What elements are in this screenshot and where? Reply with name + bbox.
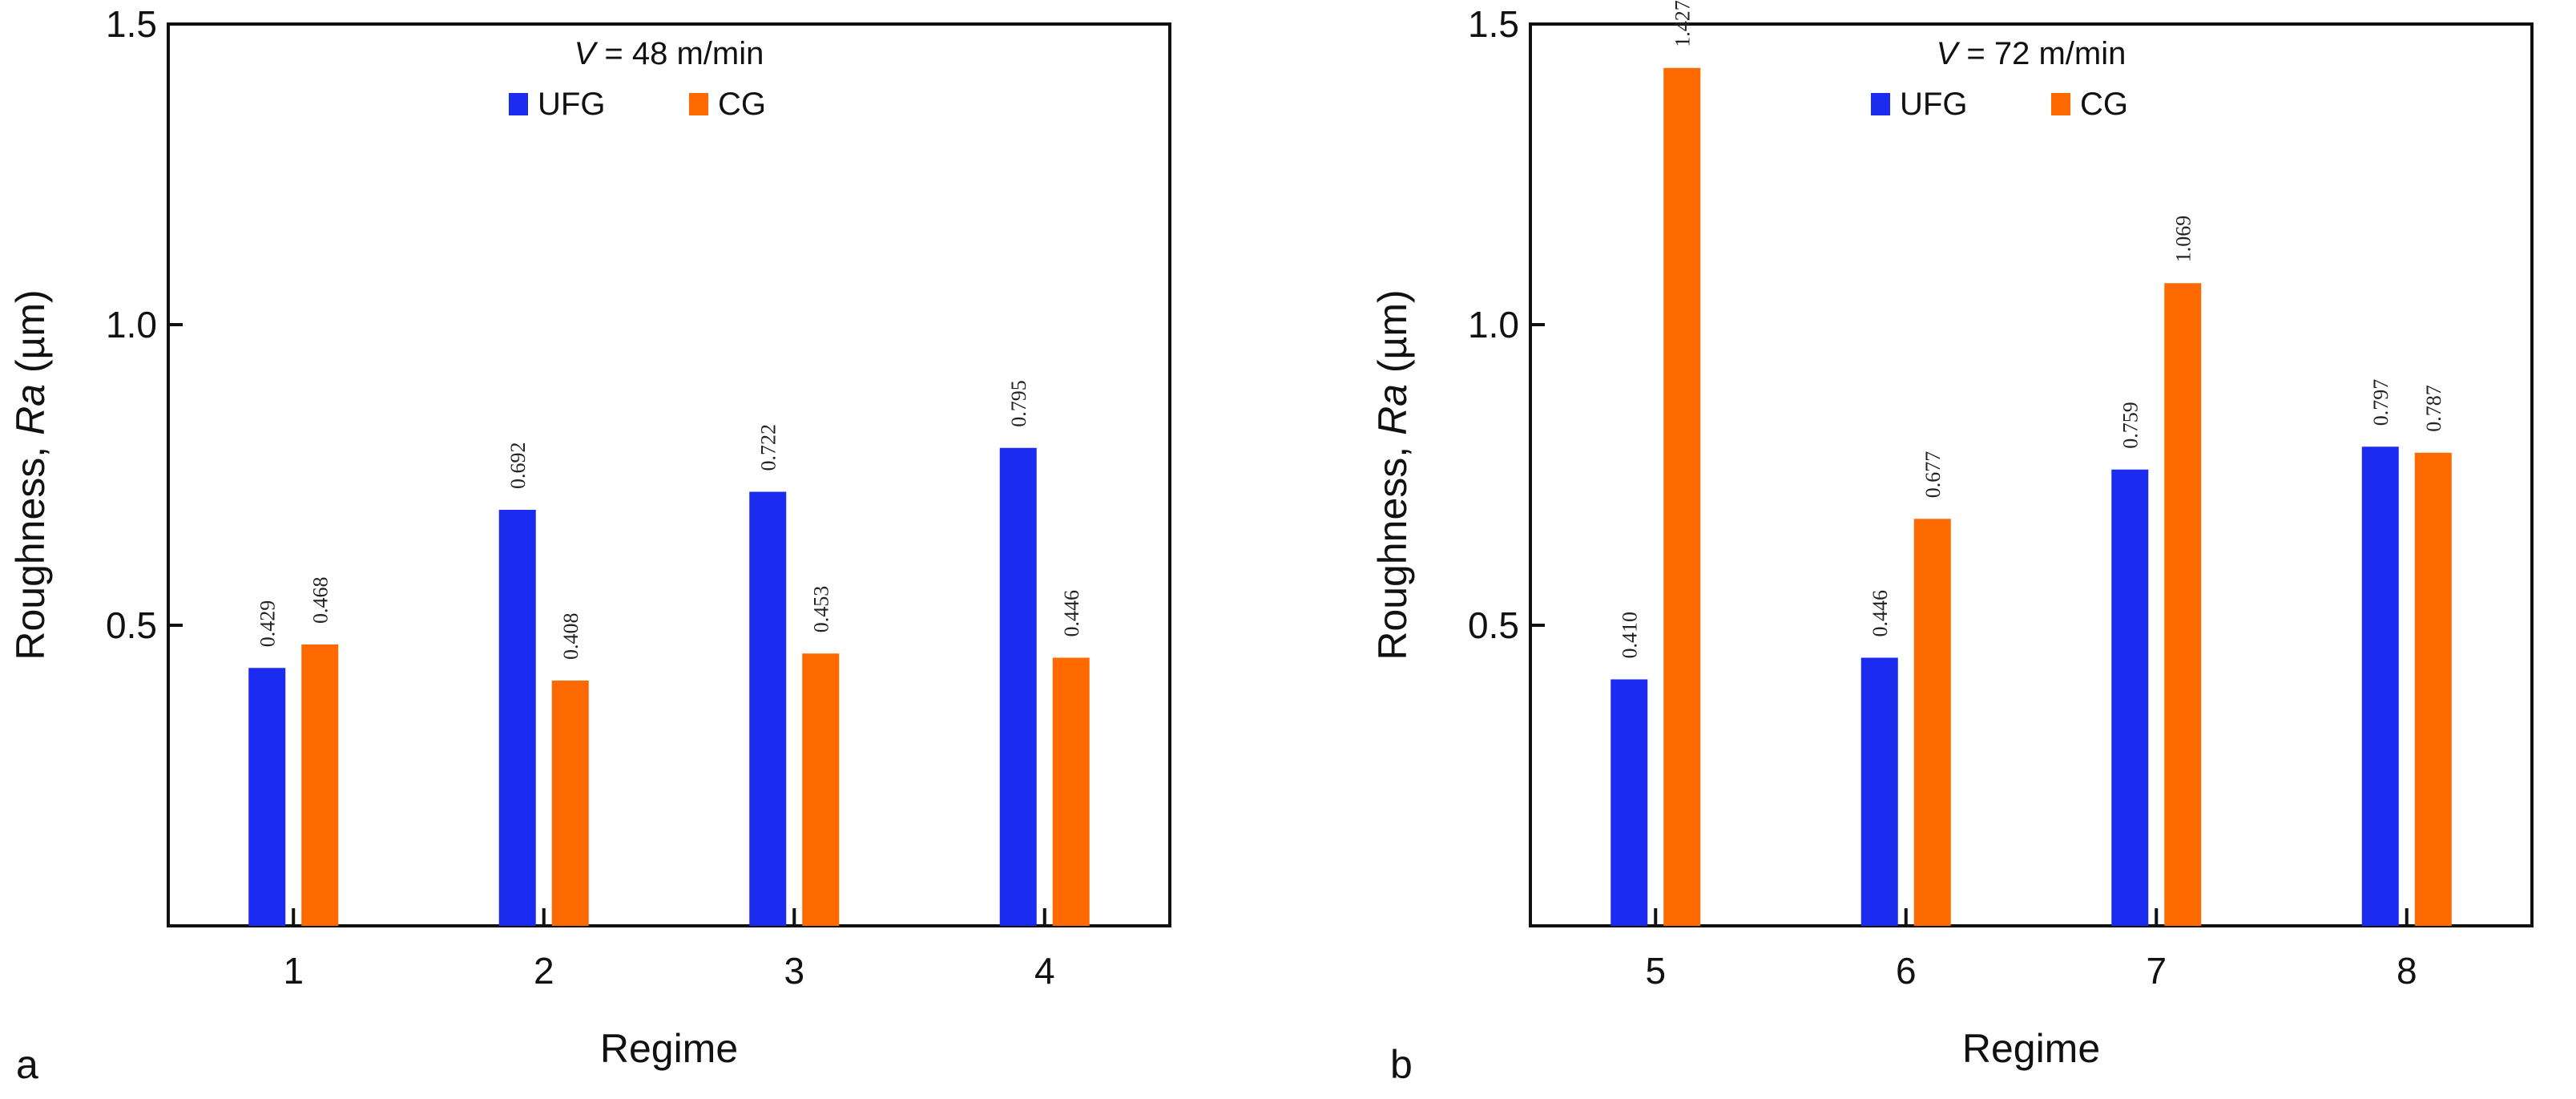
- bar-cg: [2164, 283, 2202, 926]
- data-label-ufg: 0.795: [1007, 380, 1030, 427]
- bar-cg: [551, 681, 589, 926]
- bar-ufg: [999, 447, 1037, 926]
- x-tick-label: 4: [1034, 950, 1055, 992]
- data-label-ufg: 0.722: [756, 424, 780, 471]
- y-axis-title-variable: Ra: [8, 384, 53, 435]
- data-label-cg: 0.468: [308, 577, 332, 624]
- data-label-cg: 0.787: [2422, 385, 2445, 432]
- data-label-ufg: 0.410: [1618, 612, 1641, 659]
- y-axis-title-variable: Ra: [1370, 384, 1415, 435]
- bar-ufg: [1611, 679, 1648, 926]
- data-label-cg: 1.069: [2171, 216, 2195, 263]
- bar-ufg: [2361, 446, 2399, 926]
- data-label-ufg: 0.429: [256, 600, 279, 648]
- x-axis-title: Regime: [1962, 1026, 2100, 1071]
- plot-frame: [167, 22, 1171, 927]
- data-label-cg: 0.446: [1060, 590, 1083, 637]
- data-label-cg: 0.453: [809, 586, 832, 633]
- legend-swatch-ufg: [509, 93, 528, 115]
- legend-label-ufg: UFG: [538, 87, 605, 122]
- legend: UFG CG: [509, 87, 766, 122]
- title-variable: V: [1937, 36, 1961, 71]
- data-label-cg: 0.408: [559, 613, 583, 661]
- legend-label-ufg: UFG: [1900, 87, 1967, 122]
- bar-ufg: [749, 491, 787, 926]
- chart-panel-a: 0.5 1.0 1.5 1 0.429 0.468 2 0.692 0.408 3 0.722 0.4…: [8, 3, 1171, 1087]
- bar-cg: [301, 644, 339, 926]
- y-tick-label: 1.0: [1468, 304, 1519, 345]
- x-tick-label: 5: [1645, 950, 1666, 992]
- plot-frame: [1529, 22, 2534, 927]
- title-text: = 72 m/min: [1957, 36, 2126, 71]
- data-label-ufg: 0.446: [1869, 590, 1892, 637]
- x-tick-label: 1: [283, 950, 304, 992]
- legend-label-cg: CG: [718, 87, 766, 122]
- y-axis-title: Roughness, Ra (µm): [1370, 289, 1415, 660]
- chart-panel-b: 0.5 1.0 1.5 5 0.410 1.427 6 0.446 0.677 7 0.759 1.0…: [1370, 0, 2534, 1087]
- data-label-cg: 1.427: [1671, 0, 1694, 47]
- legend: UFG CG: [1871, 87, 2128, 122]
- y-axis-title-prefix: Roughness,: [1370, 435, 1415, 661]
- data-label-ufg: 0.692: [506, 442, 530, 490]
- y-tick-label: 1.5: [106, 3, 157, 45]
- panel-label: b: [1390, 1042, 1413, 1087]
- bar-cg: [2414, 452, 2452, 926]
- chart-title: V = 72 m/min: [1937, 36, 2127, 71]
- bar-cg: [1913, 519, 1951, 926]
- x-axis-title: Regime: [600, 1026, 738, 1071]
- legend-swatch-ufg: [1871, 93, 1890, 115]
- bar-ufg: [2111, 469, 2149, 926]
- y-axis-title-suffix: (µm): [1370, 289, 1415, 384]
- title-text: = 48 m/min: [595, 36, 764, 71]
- x-tick-label: 2: [534, 950, 554, 992]
- y-tick-label: 1.0: [106, 304, 157, 345]
- y-axis-title-suffix: (µm): [8, 289, 53, 384]
- chart-title: V = 48 m/min: [574, 36, 764, 71]
- data-label-ufg: 0.797: [2369, 379, 2393, 426]
- x-tick-label: 6: [1896, 950, 1917, 992]
- bar-ufg: [498, 510, 536, 926]
- title-variable: V: [574, 36, 599, 71]
- y-axis-title: Roughness, Ra (µm): [8, 289, 53, 660]
- x-tick-label: 3: [784, 950, 804, 992]
- y-tick-label: 1.5: [1468, 3, 1519, 45]
- panel-label: a: [16, 1042, 38, 1087]
- bar-cg: [1663, 67, 1701, 926]
- bar-ufg: [1860, 657, 1898, 926]
- bar-cg: [1052, 657, 1090, 926]
- x-tick-label: 7: [2146, 950, 2167, 992]
- data-label-ufg: 0.759: [2118, 402, 2142, 449]
- legend-swatch-cg: [689, 93, 708, 115]
- legend-label-cg: CG: [2080, 87, 2128, 122]
- data-label-cg: 0.677: [1921, 451, 1945, 499]
- legend-swatch-cg: [2051, 93, 2070, 115]
- x-tick-label: 8: [2397, 950, 2417, 992]
- bar-ufg: [248, 668, 286, 926]
- y-tick-label: 0.5: [106, 604, 157, 646]
- y-tick-label: 0.5: [1468, 604, 1519, 646]
- y-axis-title-prefix: Roughness,: [8, 435, 53, 661]
- bar-cg: [802, 653, 840, 926]
